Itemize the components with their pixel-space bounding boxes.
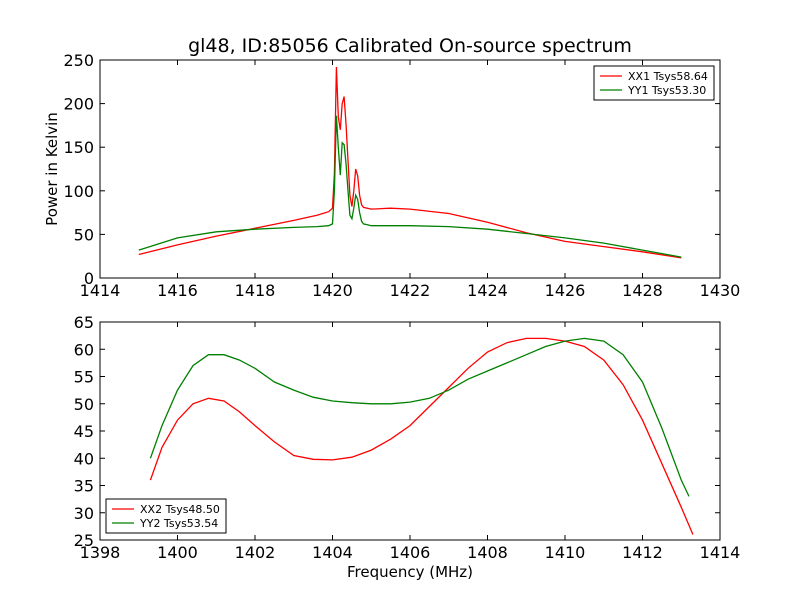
series-line-1 (138, 66, 682, 259)
x-tick-label: 1410 (545, 543, 586, 562)
y-tick-label: 55 (74, 368, 94, 387)
x-tick-label: 1406 (390, 543, 431, 562)
x-tick-label: 1398 (80, 543, 121, 562)
x-tick-label: 1412 (622, 543, 663, 562)
x-tick-label: 1408 (467, 543, 508, 562)
x-tick-label: 1400 (157, 543, 198, 562)
legend-label-2: YY1 Tsys53.30 (627, 84, 706, 97)
top-panel: 1414 1416 1418 1420 1422 1424 1426 1428 1430 0 50 1… (63, 51, 740, 300)
legend-box (593, 65, 715, 101)
y-tick-label: 0 (84, 269, 94, 288)
x-tick-label: 1414 (80, 281, 121, 300)
y-tick-label: 45 (74, 422, 94, 441)
legend-label-2: YY2 Tsys53.54 (139, 517, 218, 530)
x-tick-label: 1414 (700, 543, 741, 562)
y-tick-label: 35 (74, 477, 94, 496)
x-tick-label: 1426 (545, 281, 586, 300)
y-tick-label: 100 (63, 182, 94, 201)
legend-label-1: XX1 Tsys58.64 (628, 70, 708, 83)
x-tick-label: 1416 (157, 281, 198, 300)
x-tick-label: 1404 (312, 543, 353, 562)
x-tick-label: 1418 (235, 281, 276, 300)
y-tick-label: 50 (74, 225, 94, 244)
x-tick-label: 1430 (700, 281, 741, 300)
y-tick-label: 40 (74, 449, 94, 468)
y-tick-label: 30 (74, 504, 94, 523)
x-tick-label: 1402 (235, 543, 276, 562)
legend-box (105, 498, 227, 534)
y-tick-label: 200 (63, 95, 94, 114)
bottom-panel: 1398 1400 1402 1404 1406 1408 1410 1412 1414 25 30… (74, 313, 741, 562)
x-tick-label: 1420 (312, 281, 353, 300)
y-tick-label: 65 (74, 313, 94, 332)
y-tick-label: 25 (74, 531, 94, 550)
legend-label-1: XX2 Tsys48.50 (140, 503, 220, 516)
y-tick-label: 50 (74, 395, 94, 414)
y-tick-label: 250 (63, 51, 94, 70)
y-axis-label-top: Power in Kelvin (43, 112, 61, 226)
chart-title: gl48, ID:85056 Calibrated On-source spec… (188, 35, 632, 57)
y-tick-label: 60 (74, 340, 94, 359)
x-tick-label: 1422 (390, 281, 431, 300)
series-line-2 (138, 115, 682, 258)
x-tick-label: 1428 (622, 281, 663, 300)
x-axis-label-bottom: Frequency (MHz) (347, 563, 473, 581)
x-tick-label: 1424 (467, 281, 508, 300)
series-line-1 (149, 337, 694, 535)
series-line-2 (149, 337, 690, 497)
y-tick-label: 150 (63, 138, 94, 157)
